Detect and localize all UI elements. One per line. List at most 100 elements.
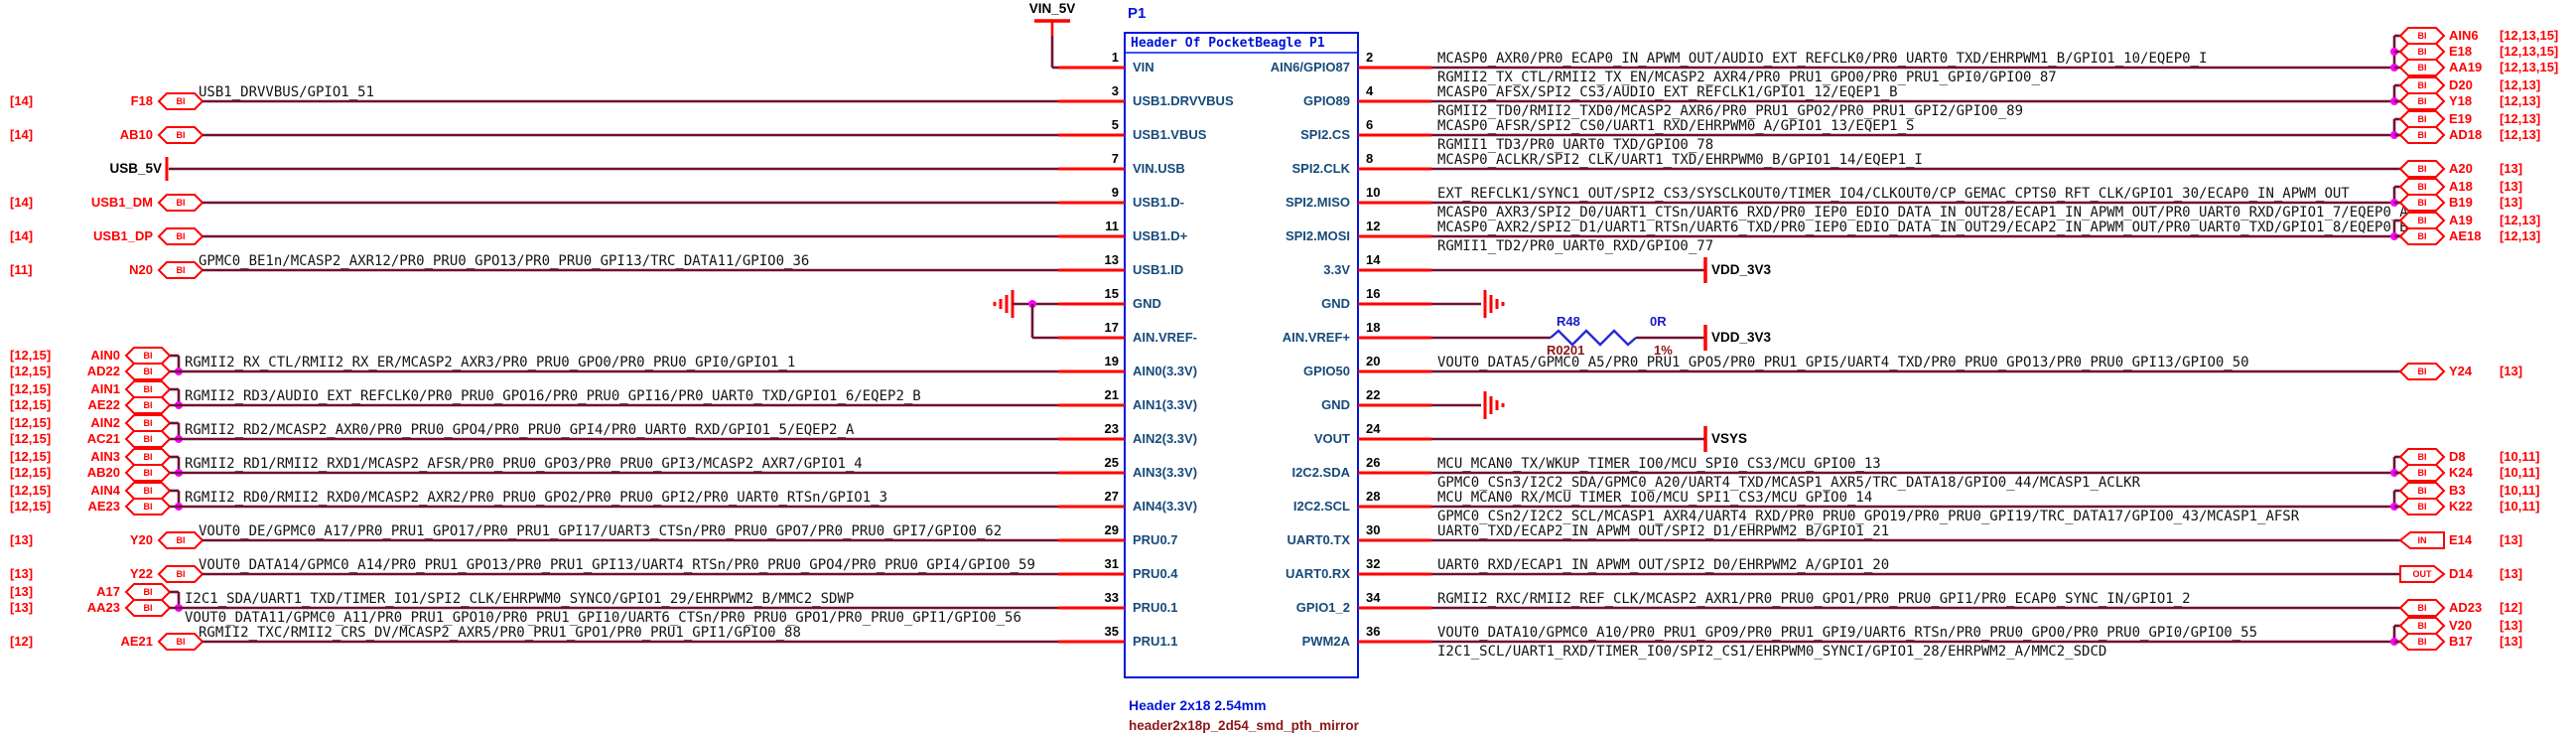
port-name: AIN2 bbox=[90, 415, 120, 430]
page-refs: [10,11] bbox=[2500, 449, 2539, 464]
net-label: MCASP0_AXR2/SPI2_D1/UART1_RTSn/UART6_TXD… bbox=[1437, 220, 2408, 235]
port-AD18[interactable] bbox=[2398, 126, 2446, 144]
page-refs: [12,15] bbox=[10, 449, 51, 464]
port-K24[interactable] bbox=[2398, 464, 2446, 482]
page-refs: [13] bbox=[2500, 618, 2522, 633]
pin-name-left: AIN.VREF- bbox=[1133, 330, 1197, 345]
port-AE18[interactable] bbox=[2398, 227, 2446, 245]
port-direction-label: BI bbox=[2418, 96, 2427, 106]
net-label: VOUT0_DATA11/GPMC0_A11/PR0_PRU1_GPO10/PR… bbox=[185, 610, 1021, 626]
net-label: GPMC0_CSn3/I2C2_SDA/GPMC0_A20/UART4_TXD/… bbox=[1437, 475, 2141, 491]
port-name: A19 bbox=[2449, 213, 2473, 227]
pin-name-left: GND bbox=[1133, 296, 1161, 311]
port-name: AIN1 bbox=[90, 381, 120, 396]
port-name: USB1_DP bbox=[93, 228, 153, 243]
pin-number-right: 8 bbox=[1366, 151, 1373, 166]
port-direction-label: BI bbox=[2418, 47, 2427, 57]
page-refs: [12,15] bbox=[10, 364, 51, 378]
port-A20[interactable] bbox=[2398, 160, 2446, 178]
port-name: AIN6 bbox=[2449, 28, 2479, 43]
port-name: AE21 bbox=[120, 634, 153, 649]
pin-number-right: 24 bbox=[1366, 421, 1381, 436]
pin-name-right: UART0.TX bbox=[1287, 532, 1350, 547]
pin-number-right: 36 bbox=[1366, 624, 1380, 639]
port-name: AE22 bbox=[87, 397, 120, 412]
page-refs: [14] bbox=[10, 93, 33, 108]
pin-number-left: 23 bbox=[1105, 421, 1119, 436]
resistor-footprint: R0201 bbox=[1547, 343, 1584, 358]
pin-name-left: PRU0.1 bbox=[1133, 600, 1178, 615]
page-refs: [12,13] bbox=[2500, 228, 2540, 243]
port-direction-label: BI bbox=[144, 587, 153, 597]
port-direction-label: BI bbox=[144, 418, 153, 428]
port-name: F18 bbox=[131, 93, 153, 108]
port-direction-label: BI bbox=[177, 569, 186, 579]
pin-number-right: 28 bbox=[1366, 489, 1380, 504]
net-label: RGMII2_RD2/MCASP2_AXR0/PR0_PRU0_GPO4/PR0… bbox=[185, 422, 855, 438]
port-direction-label: BI bbox=[144, 351, 153, 361]
port-direction-label: BI bbox=[2418, 80, 2427, 90]
port-name: AE23 bbox=[87, 499, 120, 514]
port-direction-label: BI bbox=[177, 96, 186, 106]
page-refs: [12,15] bbox=[10, 431, 51, 446]
port-AD23[interactable] bbox=[2398, 599, 2446, 617]
page-refs: [13] bbox=[2500, 634, 2522, 649]
pin-number-left: 15 bbox=[1105, 286, 1119, 301]
page-refs: [10,11] bbox=[2500, 483, 2539, 498]
port-direction-label: BI bbox=[2418, 114, 2427, 124]
pin-name-left: AIN3(3.3V) bbox=[1133, 465, 1197, 480]
net-label: VOUT0_DATA10/GPMC0_A10/PR0_PRU1_GPO9/PR0… bbox=[1437, 625, 2257, 641]
port-name: B3 bbox=[2449, 483, 2466, 498]
net-label: MCU_MCAN0_TX/WKUP_TIMER_IO0/MCU_SPI0_CS3… bbox=[1437, 456, 1881, 472]
resistor-R48[interactable] bbox=[1550, 329, 1637, 347]
port-direction-label: BI bbox=[144, 486, 153, 496]
pin-number-right: 26 bbox=[1366, 455, 1380, 470]
port-name: K22 bbox=[2449, 499, 2473, 514]
net-label: VOUT0_DATA5/GPMC0_A5/PR0_PRU1_GPO5/PR0_P… bbox=[1437, 355, 2249, 370]
net-label: GPMC0_BE1n/MCASP2_AXR12/PR0_PRU0_GPO13/P… bbox=[199, 253, 809, 269]
page-refs: [14] bbox=[10, 195, 33, 210]
pin-number-right: 4 bbox=[1366, 83, 1374, 98]
pin-number-left: 33 bbox=[1105, 590, 1119, 605]
pin-number-left: 13 bbox=[1105, 252, 1119, 267]
net-label: UART0_RXD/ECAP1_IN_APWM_OUT/SPI2_D0/EHRP… bbox=[1437, 557, 1889, 573]
port-name: E19 bbox=[2449, 111, 2472, 126]
pin-name-left: USB1.DRVVBUS bbox=[1133, 93, 1234, 108]
port-direction-label: BI bbox=[2418, 637, 2427, 647]
pin-name-left: PRU0.4 bbox=[1133, 566, 1178, 581]
pin-number-right: 10 bbox=[1366, 185, 1380, 200]
pin-name-left: VIN.USB bbox=[1133, 161, 1185, 176]
connector-body[interactable] bbox=[1124, 32, 1359, 678]
page-refs: [13] bbox=[10, 600, 33, 615]
port-D14[interactable] bbox=[2399, 565, 2446, 583]
port-K22[interactable] bbox=[2398, 498, 2446, 516]
connector-reference[interactable]: P1 bbox=[1128, 5, 1147, 22]
port-AA19[interactable] bbox=[2398, 59, 2446, 76]
net-label: RGMII2_RXC/RMII2_REF_CLK/MCASP2_AXR1/PR0… bbox=[1437, 591, 2191, 607]
port-name: A17 bbox=[96, 584, 120, 599]
port-E14[interactable] bbox=[2398, 531, 2445, 549]
port-direction-label: BI bbox=[2418, 182, 2427, 192]
net-label: VOUT0_DE/GPMC0_A17/PR0_PRU1_GPO17/PR0_PR… bbox=[199, 523, 1002, 539]
port-name: Y22 bbox=[130, 566, 153, 581]
port-B19[interactable] bbox=[2398, 194, 2446, 212]
net-label: RGMII2_TX_CTL/RMII2_TX_EN/MCASP2_AXR4/PR… bbox=[1437, 70, 2057, 85]
page-refs: [12,13,15] bbox=[2500, 44, 2558, 59]
page-refs: [13] bbox=[2500, 364, 2522, 378]
port-B17[interactable] bbox=[2398, 633, 2446, 651]
port-Y18[interactable] bbox=[2398, 92, 2446, 110]
port-name: AC21 bbox=[87, 431, 120, 446]
port-name: AB20 bbox=[87, 465, 120, 480]
page-refs: [12,15] bbox=[10, 348, 51, 363]
page-refs: [13] bbox=[10, 566, 33, 581]
port-name: AD18 bbox=[2449, 127, 2482, 142]
page-refs: [12,13] bbox=[2500, 93, 2540, 108]
pin-number-right: 14 bbox=[1366, 252, 1381, 267]
page-refs: [13] bbox=[10, 584, 33, 599]
port-Y24[interactable] bbox=[2398, 363, 2446, 380]
port-direction-label: BI bbox=[144, 367, 153, 376]
pin-name-right: GPIO89 bbox=[1303, 93, 1350, 108]
port-direction-label: BI bbox=[144, 434, 153, 444]
port-direction-label: BI bbox=[2418, 63, 2427, 73]
